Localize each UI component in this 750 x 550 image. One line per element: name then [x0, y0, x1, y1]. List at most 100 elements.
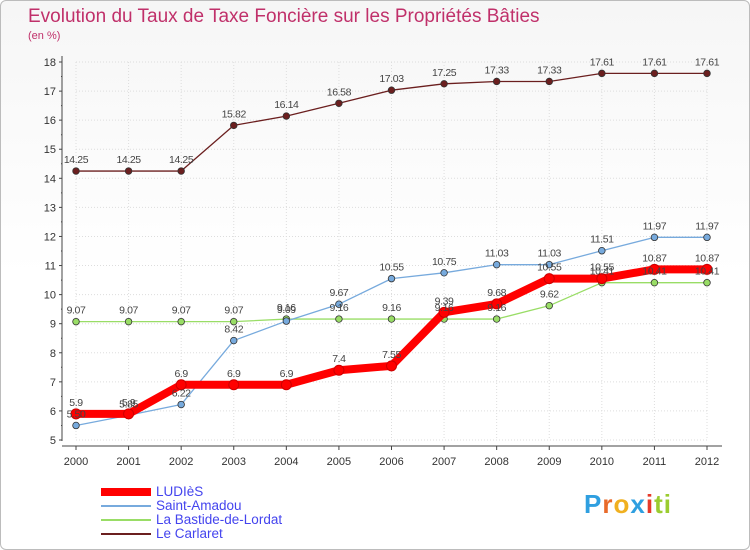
- data-point-la-bastide-de-lordat: [387, 315, 396, 323]
- y-tick-label: 5: [50, 435, 56, 447]
- data-label-saint-amadou: 11.03: [538, 248, 562, 260]
- data-label-ludies: 10.55: [590, 262, 615, 274]
- data-label-saint-amadou: 11.51: [590, 234, 614, 246]
- legend-swatch-saint-amadou: [101, 505, 151, 507]
- data-label-la-bastide-de-lordat: 10.41: [642, 266, 667, 278]
- data-point-le-carlaret: [335, 99, 343, 107]
- data-label-saint-amadou: 10.75: [432, 256, 457, 268]
- y-tick-label: 8: [50, 348, 56, 360]
- data-point-la-bastide-de-lordat: [230, 317, 238, 326]
- data-label-saint-amadou: 9.67: [329, 287, 348, 299]
- y-tick-label: 18: [44, 57, 56, 69]
- data-point-le-carlaret: [230, 121, 238, 130]
- data-point-ludies: [175, 379, 187, 391]
- data-point-la-bastide-de-lordat: [335, 315, 343, 323]
- data-label-saint-amadou: 9.09: [277, 304, 296, 316]
- data-point-saint-amadou: [440, 269, 448, 277]
- data-point-ludies: [438, 306, 450, 318]
- data-point-ludies: [596, 273, 608, 285]
- data-label-ludies: 6.9: [280, 368, 294, 380]
- x-tick-label: 2000: [64, 456, 88, 468]
- data-point-saint-amadou: [492, 260, 501, 269]
- data-label-le-carlaret: 14.25: [64, 154, 89, 166]
- data-point-ludies: [701, 263, 713, 275]
- data-label-ludies: 6.9: [227, 368, 241, 380]
- data-label-la-bastide-de-lordat: 9.16: [435, 302, 454, 314]
- x-tick-label: 2012: [695, 456, 719, 468]
- data-point-ludies: [333, 364, 345, 376]
- y-tick-label: 6: [50, 406, 56, 418]
- legend: LUDIèS Saint-Amadou La Bastide-de-Lordat…: [101, 484, 361, 541]
- data-label-le-carlaret: 17.33: [485, 64, 510, 76]
- data-label-saint-amadou: 5.50: [67, 408, 86, 420]
- data-point-le-carlaret: [703, 69, 711, 78]
- legend-label-ludies: LUDIèS: [156, 484, 204, 499]
- legend-label-la-bastide-de-lordat: La Bastide-de-Lordat: [156, 512, 283, 527]
- data-point-ludies: [543, 273, 555, 285]
- data-point-le-carlaret: [650, 69, 659, 78]
- data-label-ludies: 9.39: [435, 295, 454, 307]
- legend-label-saint-amadou: Saint-Amadou: [156, 498, 242, 513]
- legend-item-le-carlaret: Le Carlaret: [101, 526, 361, 541]
- legend-swatch-la-bastide-de-lordat: [101, 519, 151, 521]
- data-point-saint-amadou: [72, 421, 80, 430]
- x-tick-label: 2010: [590, 456, 614, 468]
- data-point-le-carlaret: [124, 167, 133, 175]
- x-tick-label: 2008: [484, 456, 508, 468]
- data-point-la-bastide-de-lordat: [703, 278, 711, 287]
- data-point-saint-amadou: [282, 317, 291, 325]
- data-label-la-bastide-de-lordat: 9.07: [224, 305, 243, 317]
- x-tick-label: 2006: [379, 456, 403, 468]
- data-label-saint-amadou: 8.42: [224, 324, 243, 336]
- y-tick-label: 10: [44, 290, 56, 302]
- chart-title: Evolution du Taux de Taxe Foncière sur l…: [28, 6, 540, 27]
- data-point-le-carlaret: [387, 86, 396, 94]
- x-tick-label: 2002: [169, 456, 193, 468]
- data-label-ludies: 5.9: [122, 397, 136, 409]
- data-label-la-bastide-de-lordat: 9.16: [329, 302, 348, 314]
- x-tick-label: 2001: [116, 456, 140, 468]
- data-point-le-carlaret: [72, 167, 80, 175]
- y-tick-label: 11: [45, 261, 56, 273]
- data-point-ludies: [648, 263, 660, 275]
- legend-item-saint-amadou: Saint-Amadou: [101, 498, 361, 513]
- data-label-saint-amadou: 6.22: [172, 388, 191, 400]
- data-point-saint-amadou: [230, 336, 238, 345]
- data-point-le-carlaret: [440, 80, 448, 88]
- x-tick-label: 2005: [327, 456, 351, 468]
- data-label-la-bastide-de-lordat: 10.41: [695, 266, 720, 278]
- legend-swatch-le-carlaret: [101, 533, 151, 535]
- x-tick-label: 2004: [274, 456, 298, 468]
- data-label-ludies: 9.68: [487, 287, 506, 299]
- data-point-le-carlaret: [545, 77, 553, 86]
- data-point-la-bastide-de-lordat: [72, 317, 80, 326]
- data-label-ludies: 5.9: [69, 397, 83, 409]
- x-tick-label: 2011: [643, 456, 667, 468]
- y-axis-unit: (en %): [28, 30, 61, 42]
- data-label-saint-amadou: 11.97: [695, 220, 719, 232]
- data-label-le-carlaret: 16.14: [274, 99, 299, 111]
- data-point-la-bastide-de-lordat: [124, 317, 133, 326]
- data-point-saint-amadou: [650, 233, 659, 242]
- y-tick-label: 12: [44, 231, 56, 243]
- data-label-la-bastide-de-lordat: 9.07: [119, 305, 138, 317]
- legend-item-ludies: LUDIèS: [101, 484, 361, 499]
- data-label-la-bastide-de-lordat: 9.07: [67, 305, 86, 317]
- data-label-ludies: 10.87: [695, 252, 720, 264]
- data-label-saint-amadou: 11.03: [485, 248, 509, 260]
- data-label-le-carlaret: 17.03: [379, 73, 404, 85]
- data-point-ludies: [123, 408, 135, 420]
- data-label-le-carlaret: 14.25: [116, 154, 141, 166]
- y-tick-label: 16: [44, 115, 56, 127]
- data-point-ludies: [280, 379, 292, 391]
- y-tick-label: 15: [44, 144, 56, 156]
- data-point-saint-amadou: [387, 274, 396, 283]
- data-point-la-bastide-de-lordat: [545, 301, 553, 310]
- data-point-le-carlaret: [282, 112, 291, 120]
- data-point-la-bastide-de-lordat: [650, 278, 659, 287]
- legend-swatch-ludies: [101, 488, 151, 496]
- data-point-ludies: [386, 360, 397, 372]
- data-point-saint-amadou: [335, 300, 343, 308]
- data-label-la-bastide-de-lordat: 10.41: [590, 266, 615, 278]
